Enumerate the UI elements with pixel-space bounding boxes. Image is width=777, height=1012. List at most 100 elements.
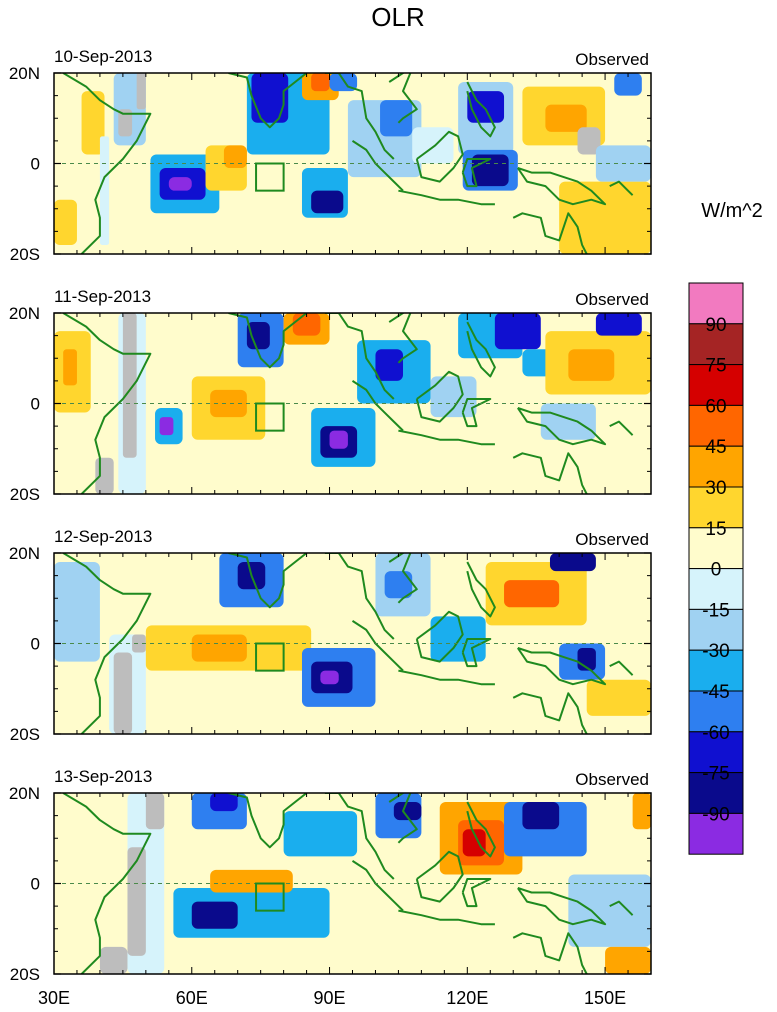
- y-tick-label: 20N: [9, 304, 40, 323]
- missing-data-cell: [145, 793, 165, 830]
- anomaly-cell: [320, 670, 339, 685]
- colorbar-swatch: [688, 812, 744, 855]
- anomaly-cells: [54, 313, 651, 494]
- coastline: [388, 793, 418, 844]
- coastline: [324, 313, 395, 400]
- coastline: [62, 313, 152, 494]
- anomaly-cell: [586, 679, 651, 716]
- coastline: [516, 647, 607, 686]
- coastline: [398, 189, 495, 206]
- anomaly-cell: [522, 802, 560, 830]
- y-tick-label: 0: [31, 875, 40, 894]
- panel-13-Sep-2013: 20N 0 20S 13-Sep-2013 Observed 30E 60E 90E 120E 1…: [9, 767, 652, 1008]
- x-tick-label: 90E: [314, 988, 346, 1008]
- x-tick-label: 150E: [584, 988, 626, 1008]
- coastline: [351, 380, 404, 432]
- anomaly-cells: [54, 553, 651, 734]
- coastline: [609, 180, 634, 196]
- panel-date: 12-Sep-2013: [54, 527, 152, 546]
- colorbar-level-label: -15: [702, 600, 729, 621]
- colorbar-units-label: W/m^2: [701, 200, 763, 222]
- anomaly-cell: [54, 199, 77, 245]
- anomaly-cell: [467, 91, 505, 123]
- coastlines: [62, 73, 634, 254]
- colorbar-swatch: [688, 690, 744, 733]
- y-tick-label: 20S: [10, 485, 40, 504]
- anomaly-cell: [559, 181, 651, 254]
- coastline: [466, 801, 496, 858]
- coastline: [324, 793, 395, 880]
- panels: 20N 0 20S 10-Sep-2013 Observed 20N 0 20S 11-Sep-…: [9, 47, 652, 1008]
- anomaly-cell: [605, 946, 651, 974]
- panel-date: 11-Sep-2013: [54, 287, 151, 306]
- colorbar-swatch: [688, 527, 744, 570]
- colorbar-level-label: -75: [702, 764, 729, 785]
- coastline: [228, 313, 308, 369]
- anomaly-cell: [168, 177, 192, 191]
- anomaly-cell: [614, 73, 642, 96]
- colorbar-swatch: [688, 404, 744, 447]
- anomaly-cell: [380, 100, 413, 137]
- region-box: [255, 882, 285, 912]
- anomaly-cell: [81, 91, 105, 155]
- coastline: [398, 429, 495, 446]
- colorbar-swatch: [688, 445, 744, 488]
- coastline: [228, 553, 308, 609]
- colorbar-swatch: [688, 323, 744, 366]
- region-box: [255, 162, 285, 192]
- anomaly-cell: [210, 793, 238, 812]
- coastline: [512, 452, 588, 494]
- missing-data-cell: [127, 847, 146, 956]
- anomaly-cell: [329, 430, 348, 449]
- y-tick-label: 20S: [10, 965, 40, 984]
- anomaly-cell: [393, 802, 422, 821]
- anomaly-cell: [99, 136, 110, 245]
- y-tick-label: 0: [31, 395, 40, 414]
- x-tick-label: 60E: [176, 988, 208, 1008]
- y-tick-label: 20N: [9, 544, 40, 563]
- colorbar-level-label: 60: [705, 396, 726, 417]
- coastline: [388, 553, 418, 604]
- anomaly-cell: [540, 403, 596, 440]
- anomaly-cell: [54, 562, 100, 662]
- anomaly-cell: [568, 349, 615, 381]
- panel-source: Observed: [575, 290, 649, 309]
- missing-data-cell: [113, 652, 133, 734]
- colorbar-level-label: 15: [705, 519, 726, 540]
- colorbar-level-label: -60: [702, 723, 729, 744]
- coastline: [62, 553, 152, 734]
- panel-source: Observed: [575, 770, 649, 789]
- anomaly-cell: [549, 553, 596, 572]
- colorbar-swatch: [688, 486, 744, 529]
- missing-data-cell: [136, 73, 146, 110]
- colorbar: 90 75 60 45 30 15 0 -15 -30 -45 -60 -75 -90: [688, 282, 744, 855]
- coastline: [415, 130, 464, 183]
- panel-date: 10-Sep-2013: [54, 47, 152, 66]
- colorbar-swatch: [688, 364, 744, 406]
- colorbar-swatch: [688, 649, 744, 692]
- anomaly-cell: [246, 322, 270, 350]
- anomaly-cells: [54, 73, 651, 254]
- coastline: [228, 793, 308, 849]
- anomaly-cell: [159, 417, 174, 436]
- anomaly-cell: [210, 869, 293, 893]
- anomaly-cell: [311, 73, 330, 92]
- anomaly-cell: [595, 313, 642, 336]
- figure-title: OLR: [371, 2, 424, 32]
- x-tick-label: 30E: [38, 988, 70, 1008]
- coastline: [512, 212, 588, 254]
- colorbar-level-label: -45: [702, 682, 729, 703]
- coastline: [415, 610, 464, 663]
- colorbar-swatch: [688, 731, 744, 774]
- colorbar-level-label: 75: [705, 356, 726, 377]
- coastline: [398, 669, 495, 686]
- anomaly-cell: [191, 901, 238, 929]
- colorbar-swatch: [688, 282, 744, 325]
- coastline: [415, 850, 464, 903]
- coastline: [466, 561, 496, 618]
- colorbar-level-label: 45: [705, 437, 726, 458]
- missing-data-cell: [118, 109, 133, 137]
- anomaly-cell: [223, 145, 247, 169]
- y-tick-label: 20N: [9, 784, 40, 803]
- y-tick-label: 0: [31, 635, 40, 654]
